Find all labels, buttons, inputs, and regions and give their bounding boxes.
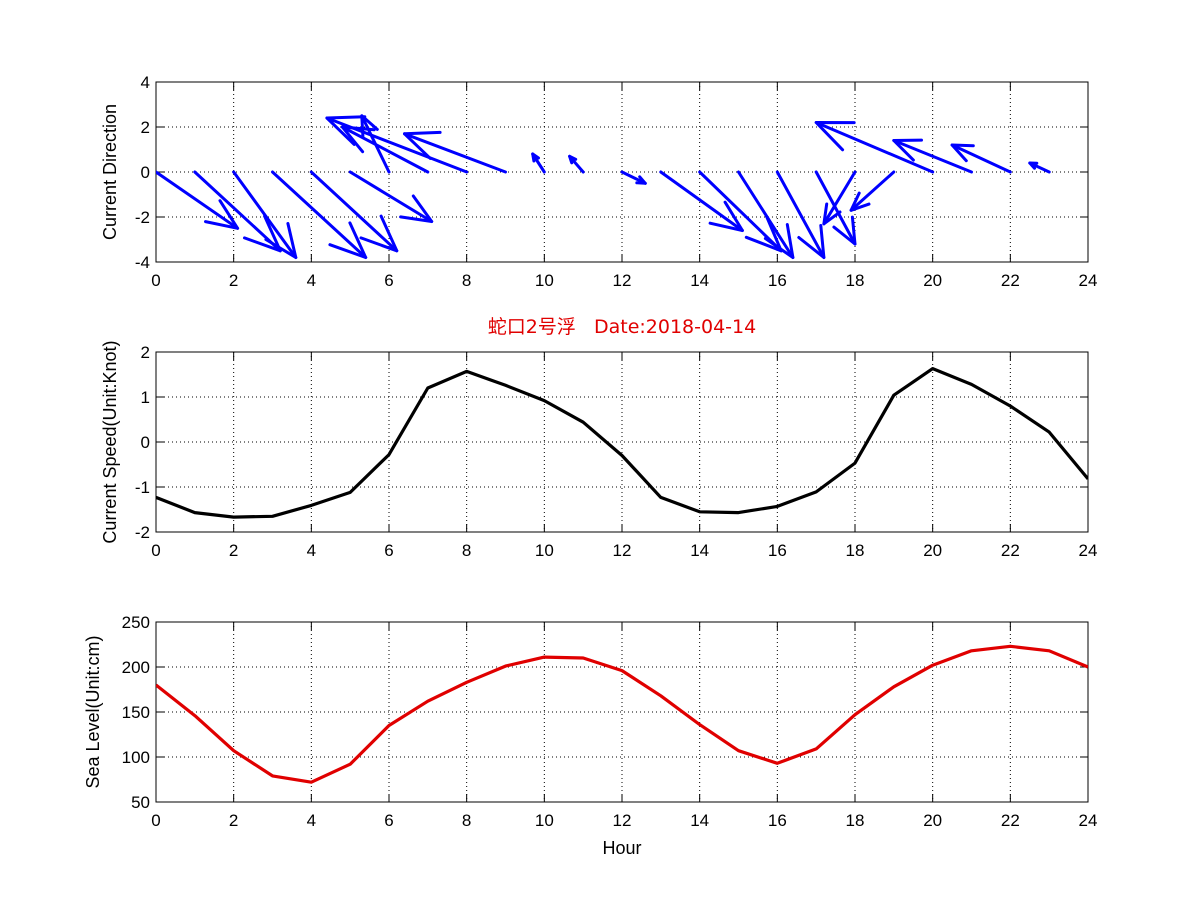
x-tick-label: 6: [384, 271, 393, 290]
direction-arrow: [775, 170, 826, 259]
x-tick-label: 12: [613, 271, 632, 290]
x-tick-label: 12: [613, 811, 632, 830]
x-tick-label: 22: [1001, 271, 1020, 290]
direction-arrow: [698, 170, 783, 253]
x-tick-label: 18: [846, 271, 865, 290]
x-tick-label: 2: [229, 541, 238, 560]
x-tick-label: 20: [923, 541, 942, 560]
x-tick-label: 4: [307, 541, 316, 560]
direction-arrow: [950, 143, 1012, 174]
x-tick-label: 6: [384, 541, 393, 560]
x-tick-label: 8: [462, 811, 471, 830]
x-tick-label: 24: [1079, 811, 1098, 830]
direction-arrow: [271, 170, 368, 259]
direction-arrow: [340, 125, 430, 174]
x-tick-label: 24: [1079, 541, 1098, 560]
x-tick-label: 14: [690, 811, 709, 830]
x-tick-label: 22: [1001, 541, 1020, 560]
direction-arrow: [814, 170, 857, 246]
speed-plot-area: [156, 367, 1088, 519]
y-tick-label: 4: [141, 73, 150, 92]
x-tick-label: 0: [151, 541, 160, 560]
direction-arrow: [568, 154, 585, 174]
x-tick-label: 16: [768, 541, 787, 560]
sealevel-series-line: [156, 644, 1088, 784]
direction-arrow: [892, 138, 973, 174]
x-tick-label: 22: [1001, 811, 1020, 830]
x-tick-label: 24: [1079, 271, 1098, 290]
x-tick-label: 2: [229, 271, 238, 290]
direction-arrow: [403, 130, 507, 174]
y-tick-label: 50: [131, 793, 150, 812]
y-tick-label: 200: [122, 658, 150, 677]
direction-arrow: [849, 170, 896, 212]
y-tick-label: -2: [135, 523, 150, 542]
x-tick-label: 8: [462, 271, 471, 290]
x-tick-label: 16: [768, 271, 787, 290]
y-tick-label: 250: [122, 613, 150, 632]
x-tick-label: 14: [690, 271, 709, 290]
y-tick-label: 100: [122, 748, 150, 767]
y-tick-label: -4: [135, 253, 150, 272]
x-tick-label: 0: [151, 271, 160, 290]
direction-arrow: [531, 152, 546, 174]
x-tick-label: 8: [462, 541, 471, 560]
y-tick-label: 0: [141, 163, 150, 182]
direction-plot-area: [156, 114, 1051, 259]
x-tick-label: 10: [535, 541, 554, 560]
direction-arrow: [156, 170, 240, 230]
direction-arrow: [659, 170, 744, 232]
x-tick-label: 16: [768, 811, 787, 830]
y-tick-label: 1: [141, 388, 150, 407]
x-tick-label: 18: [846, 541, 865, 560]
direction-arrow: [325, 115, 469, 174]
y-tick-label: -1: [135, 478, 150, 497]
x-tick-label: 20: [923, 811, 942, 830]
y-axis-label: Sea Level(Unit:cm): [83, 635, 103, 788]
x-tick-label: 4: [307, 811, 316, 830]
x-tick-label: 18: [846, 811, 865, 830]
direction-arrow: [1028, 161, 1051, 174]
y-tick-label: 150: [122, 703, 150, 722]
x-tick-label: 6: [384, 811, 393, 830]
direction-arrow: [620, 170, 647, 185]
direction-arrow: [737, 170, 795, 259]
y-tick-label: 2: [141, 343, 150, 362]
y-tick-label: 0: [141, 433, 150, 452]
direction-arrow: [232, 170, 298, 259]
sealevel-plot-area: [156, 644, 1088, 784]
direction-arrow: [348, 170, 434, 223]
x-axis-label: Hour: [602, 838, 641, 858]
x-tick-label: 0: [151, 811, 160, 830]
direction-arrow: [822, 170, 857, 226]
x-tick-label: 20: [923, 271, 942, 290]
x-tick-label: 2: [229, 811, 238, 830]
direction-arrow: [193, 170, 282, 253]
x-tick-label: 4: [307, 271, 316, 290]
x-tick-label: 10: [535, 811, 554, 830]
figure-title: 蛇口2号浮 Date:2018-04-14: [488, 316, 756, 338]
x-tick-label: 14: [690, 541, 709, 560]
direction-arrow: [814, 121, 935, 174]
y-axis-label: Current Speed(Unit:Knot): [100, 340, 120, 543]
y-tick-label: -2: [135, 208, 150, 227]
x-tick-label: 12: [613, 541, 632, 560]
y-axis-label: Current Direction: [100, 104, 120, 240]
speed-series-line: [156, 367, 1088, 519]
direction-arrow: [309, 170, 399, 253]
x-tick-label: 10: [535, 271, 554, 290]
y-tick-label: 2: [141, 118, 150, 137]
